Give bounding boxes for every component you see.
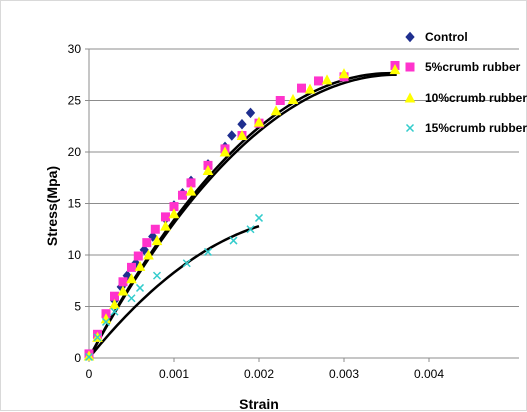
- x-tick-label-1: 0.001: [159, 367, 189, 381]
- point-1-5: [128, 263, 136, 271]
- trendline-0: [89, 75, 397, 358]
- point-1-4: [119, 278, 127, 286]
- trendlines: [89, 73, 397, 358]
- point-0-16: [238, 120, 246, 129]
- point-1-9: [162, 213, 170, 221]
- point-2-18: [306, 85, 315, 94]
- data-points: [85, 61, 400, 360]
- x-tick-label-4: 0.004: [414, 367, 444, 381]
- point-0-15: [228, 131, 236, 140]
- y-tick-label-5: 25: [68, 94, 82, 108]
- point-1-18: [298, 84, 306, 92]
- point-1-11: [179, 191, 187, 199]
- point-0-17: [247, 108, 255, 117]
- legend: Control 5%crumb rubber 10%crumb rubber 15%c…: [406, 30, 527, 135]
- trendline-1: [89, 73, 397, 358]
- y-tick-label-6: 30: [68, 42, 82, 56]
- legend-marker-1: [406, 63, 414, 71]
- point-1-8: [151, 225, 159, 233]
- legend-label-2: 10%crumb rubber: [425, 91, 527, 105]
- point-3-9: [230, 237, 237, 244]
- point-1-19: [315, 77, 323, 85]
- y-tick-label-0: 0: [74, 351, 81, 365]
- point-1-17: [276, 97, 284, 105]
- point-3-5: [137, 284, 144, 291]
- x-tick-label-2: 0.002: [244, 367, 274, 381]
- point-2-17: [289, 95, 298, 104]
- y-tick-label-2: 10: [68, 248, 82, 262]
- point-3-11: [256, 214, 263, 221]
- point-3-6: [154, 272, 161, 279]
- point-1-7: [143, 239, 151, 247]
- x-tick-label-0: 0: [86, 367, 93, 381]
- point-2-19: [323, 75, 332, 84]
- legend-marker-0: [406, 33, 414, 42]
- y-tick-label-1: 5: [74, 300, 81, 314]
- legend-label-0: Control: [425, 30, 468, 44]
- y-axis-title: Stress(Mpa): [44, 166, 60, 246]
- legend-label-1: 5%crumb rubber: [425, 60, 521, 74]
- y-tick-label-4: 20: [68, 145, 82, 159]
- legend-label-3: 15%crumb rubber: [425, 121, 527, 135]
- legend-marker-2: [406, 94, 415, 103]
- point-1-6: [134, 252, 142, 260]
- x-tick-label-3: 0.003: [329, 367, 359, 381]
- point-3-7: [183, 260, 190, 267]
- point-3-4: [128, 295, 135, 302]
- point-2-11: [187, 187, 196, 196]
- y-tick-label-3: 15: [68, 197, 82, 211]
- x-axis-title: Strain: [239, 396, 279, 412]
- legend-marker-3: [407, 125, 414, 132]
